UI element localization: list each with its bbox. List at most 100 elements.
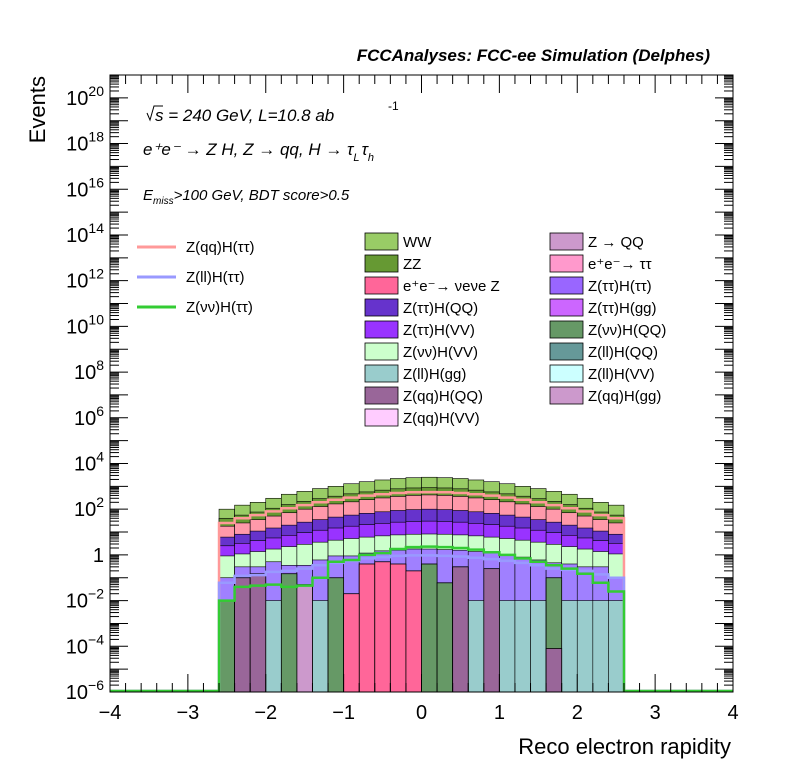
legend-mid-label: Z(ττ)H(QQ) bbox=[403, 300, 478, 317]
x-tick-label: −4 bbox=[99, 702, 122, 724]
legend-right-label: Z → QQ bbox=[588, 234, 644, 251]
legend-mid-label: WW bbox=[403, 234, 432, 251]
legend-right-swatch bbox=[549, 298, 584, 317]
bar-7-23 bbox=[576, 600, 594, 693]
fg-bar-2-1 bbox=[374, 561, 391, 693]
y-tick-label: 1020 bbox=[66, 83, 104, 110]
legend-mid-swatch bbox=[364, 342, 399, 361]
x-tick-label: −2 bbox=[254, 702, 277, 724]
fg-bar-2-3 bbox=[405, 570, 422, 693]
fg-bar-2-2 bbox=[389, 563, 407, 693]
legend-mid-label: Z(qq)H(QQ) bbox=[403, 388, 483, 405]
legend-mid-swatch bbox=[364, 276, 399, 295]
bar-7-24 bbox=[592, 600, 609, 693]
bar-7-22 bbox=[561, 600, 578, 693]
y-tick-label: 106 bbox=[74, 403, 104, 430]
bar-7-16 bbox=[467, 600, 485, 693]
bar-7-18 bbox=[499, 600, 516, 693]
bar-7-6 bbox=[312, 600, 329, 693]
plot-title: FCCAnalyses: FCC-ee Simulation (Delphes) bbox=[357, 46, 711, 65]
process-label: e⁺e⁻ → Z H, Z → qq, H → τL τh bbox=[143, 140, 374, 164]
x-tick-label: 1 bbox=[494, 702, 505, 724]
bar-7-3 bbox=[265, 600, 282, 693]
bar-7-20 bbox=[530, 600, 547, 693]
fg-bar-2-0 bbox=[358, 563, 376, 693]
y-tick-label: 10−6 bbox=[66, 677, 104, 704]
legend-left-label: Z(qq)H(ττ) bbox=[186, 239, 255, 256]
fg-bar-3-0 bbox=[296, 584, 313, 693]
x-tick-label: 4 bbox=[727, 702, 738, 724]
y-tick-label: 1012 bbox=[66, 266, 104, 293]
legend-right-swatch bbox=[549, 386, 584, 405]
legend: Z(qq)H(ττ) Z(ll)H(ττ) Z(νν)H(ττ) WW ZZ e⁺e⁻→ … bbox=[137, 232, 666, 427]
legend-right-swatch bbox=[549, 276, 584, 295]
signal-lines bbox=[110, 490, 733, 693]
legend-right-label: Z(ττ)H(ττ) bbox=[588, 278, 652, 295]
fg-bar-0-1 bbox=[280, 573, 298, 693]
legend-mid-label: ZZ bbox=[403, 256, 421, 273]
x-tick-label: −1 bbox=[332, 702, 355, 724]
legend-right-label: e⁺e⁻→ ττ bbox=[588, 256, 652, 273]
fg-bar-1-4 bbox=[545, 648, 563, 693]
legend-right-label: Z(ll)H(VV) bbox=[588, 366, 655, 383]
legend-mid-label: Z(ll)H(gg) bbox=[403, 366, 466, 383]
legend-mid-swatch bbox=[364, 364, 399, 383]
legend-right-label: Z(ττ)H(gg) bbox=[588, 300, 657, 317]
signal-line-0 bbox=[110, 490, 733, 693]
lumi-exponent: -1 bbox=[388, 99, 399, 113]
y-tick-label: 1010 bbox=[66, 311, 104, 338]
legend-mid-swatch bbox=[364, 386, 399, 405]
x-axis: −4 −3 −2 −1 0 1 2 3 4 bbox=[99, 75, 739, 724]
x-tick-label: −3 bbox=[176, 702, 199, 724]
energy-label: s = 240 GeV, L=10.8 ab -1 bbox=[146, 99, 399, 125]
x-tick-label: 3 bbox=[650, 702, 661, 724]
fg-bar-0-2 bbox=[327, 577, 345, 693]
signal-line-1 bbox=[110, 554, 733, 693]
x-axis-title: Reco electron rapidity bbox=[518, 734, 731, 759]
legend-mid-label: Z(qq)H(VV) bbox=[403, 410, 480, 427]
legend-right-label: Z(ll)H(QQ) bbox=[588, 344, 658, 361]
legend-mid-label: Z(ττ)H(VV) bbox=[403, 322, 475, 339]
y-tick-label: 1 bbox=[93, 545, 104, 567]
fg-bar-1-1 bbox=[249, 573, 267, 693]
y-tick-label: 1018 bbox=[66, 129, 104, 156]
signal-line-2 bbox=[110, 545, 733, 693]
legend-right-swatch bbox=[549, 232, 584, 251]
y-tick-label: 10−4 bbox=[66, 631, 104, 658]
legend-right-swatch bbox=[549, 320, 584, 339]
y-tick-label: 108 bbox=[74, 357, 104, 384]
bar-7-19 bbox=[514, 600, 531, 693]
legend-mid-label: e⁺e⁻→ νeνe Z bbox=[403, 278, 500, 295]
legend-left-label: Z(νν)H(ττ) bbox=[186, 299, 253, 316]
fg-bar-0-3 bbox=[421, 563, 438, 693]
fg-bar-1-0 bbox=[234, 577, 251, 693]
legend-right-label: Z(νν)H(QQ) bbox=[588, 322, 666, 339]
y-axis-title: Events bbox=[25, 76, 50, 143]
legend-mid-swatch bbox=[364, 408, 399, 427]
legend-mid-swatch bbox=[364, 320, 399, 339]
fg-bar-1-2 bbox=[452, 566, 469, 693]
x-tick-label: 0 bbox=[416, 702, 427, 724]
energy-text: s = 240 GeV, L=10.8 ab bbox=[155, 106, 334, 125]
legend-right-swatch bbox=[549, 364, 584, 383]
legend-right-label: Z(qq)H(gg) bbox=[588, 388, 661, 405]
selection-text: Emiss>100 GeV, BDT score>0.5 bbox=[143, 187, 350, 207]
fg-bar-0-0 bbox=[218, 600, 235, 693]
sqrt-sign bbox=[146, 105, 163, 122]
fg-bar-2-4 bbox=[343, 593, 360, 693]
bar-7-25 bbox=[608, 600, 625, 693]
legend-mid-swatch bbox=[364, 232, 399, 251]
legend-right-swatch bbox=[549, 342, 584, 361]
x-tick-label: 2 bbox=[572, 702, 583, 724]
process-text: e⁺e⁻ → Z H, Z → qq, H → τL τh bbox=[143, 140, 374, 164]
y-tick-label: 102 bbox=[74, 494, 104, 521]
y-axis: 10−6 10−4 10−2 1 102 104 106 108 1010 1012 1014 101… bbox=[66, 75, 733, 704]
legend-left-label: Z(ll)H(ττ) bbox=[186, 269, 245, 286]
y-tick-label: 104 bbox=[74, 448, 104, 475]
fg-bar-0-4 bbox=[436, 582, 454, 693]
y-tick-label: 1016 bbox=[66, 174, 104, 201]
legend-mid-label: Z(νν)H(VV) bbox=[403, 344, 478, 361]
y-tick-label: 10−2 bbox=[66, 586, 104, 613]
legend-mid-swatch bbox=[364, 298, 399, 317]
